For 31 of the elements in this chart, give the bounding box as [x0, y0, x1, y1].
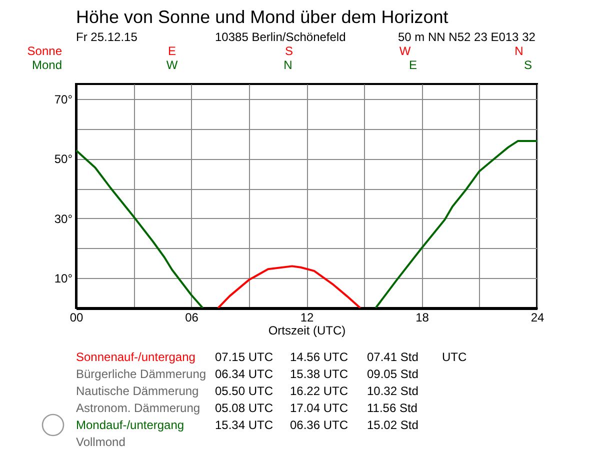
x-tick-label: 12: [300, 310, 314, 324]
text: W: [166, 58, 178, 72]
text: W: [399, 44, 411, 58]
text: 10385 Berlin/Schönefeld: [215, 30, 346, 44]
text: Mond: [30, 58, 62, 72]
text: Vollmond: [76, 435, 126, 449]
text: E: [168, 44, 176, 58]
y-tick-label: 50°: [54, 152, 73, 166]
text: S: [524, 58, 532, 72]
chart-title: Höhe von Sonne und Mond über dem Horizont: [76, 7, 448, 27]
text: Mondauf-/untergang 15.34 UTC 06.36 UTC 15.02 Std: [76, 418, 418, 432]
text: Nautische Dämmerung 05.50 UTC 16.22 UTC 10.32 Std: [76, 384, 418, 398]
text: Sonnenauf-/untergang 07.15 UTC 14.56 UTC 07.41 Std UTC: [76, 350, 467, 364]
y-tick-label: 30°: [54, 212, 73, 226]
text: 50 m NN N52 23 E013 32: [398, 30, 536, 44]
text: S: [284, 44, 294, 58]
x-tick-label: 18: [416, 310, 430, 324]
x-tick-label: 24: [530, 310, 544, 324]
text: N: [514, 44, 524, 58]
text: Fr 25.12.15: [76, 30, 138, 44]
x-tick-label: 06: [185, 310, 199, 324]
line-series: [217, 265, 362, 308]
text: Bürgerliche Dämmerung 06.34 UTC 15.38 UTC 09.05 Std: [76, 367, 418, 381]
x-axis-title: Ortszeit (UTC): [268, 324, 346, 338]
text: Sonne: [26, 44, 62, 58]
y-tick-label: 70°: [54, 92, 73, 106]
text: Astronom. Dämmerung 05.08 UTC 17.04 UTC 11.56 Std: [76, 401, 418, 415]
y-tick-label: 10°: [54, 272, 73, 286]
x-tick-label: 00: [70, 310, 84, 324]
text: N: [284, 58, 292, 72]
text: E: [408, 58, 418, 72]
